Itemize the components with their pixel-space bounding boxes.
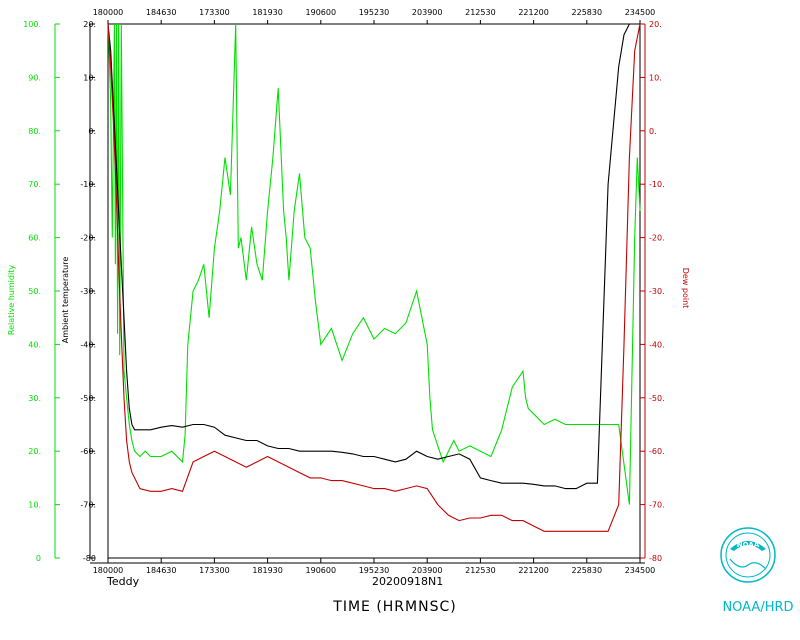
axes — [54, 20, 646, 564]
x-axis-title: TIME (HRMNSC) — [332, 599, 456, 615]
rh-tick-label: 10. — [28, 501, 41, 510]
dewpoint-tick-label: 20. — [649, 20, 662, 29]
temperature-series-line — [107, 23, 640, 490]
rh-tick-label: 20. — [28, 447, 41, 456]
temperature-tick-label: -80 — [83, 554, 96, 563]
rh-tick-label: 40. — [28, 340, 41, 349]
noaa-hrd-label: NOAA/HRD — [722, 600, 793, 615]
series-group — [107, 23, 641, 532]
x-tick-label-top: 173300 — [199, 8, 230, 17]
x-tick-label-bottom: 225830 — [572, 566, 603, 575]
x-tick-label-top: 184630 — [146, 8, 177, 17]
temperature-tick-label: -70. — [80, 501, 96, 510]
x-tick-label-top: 234500 — [625, 8, 656, 17]
noaa-logo-text: NOAA — [737, 541, 760, 549]
dewpoint-tick-label: -60. — [649, 447, 665, 456]
temperature-tick-label: -60. — [80, 447, 96, 456]
rh-tick-label: 0 — [36, 554, 41, 563]
x-tick-label-top: 180000 — [93, 8, 124, 17]
rh-tick-label: 60. — [28, 234, 41, 243]
x-tick-label-bottom: 173300 — [199, 566, 230, 575]
x-tick-label-top: 195230 — [359, 8, 390, 17]
rh-tick-label: 50. — [28, 287, 41, 296]
temperature-tick-label: 10. — [83, 73, 96, 82]
dewpoint-axis-title: Dew point — [681, 268, 690, 309]
dewpoint-tick-label: -80 — [649, 554, 662, 563]
x-tick-label-top: 221200 — [518, 8, 549, 17]
dewpoint-tick-label: -40. — [649, 340, 665, 349]
temperature-tick-label: 0. — [88, 127, 96, 136]
x-tick-label-bottom: 195230 — [359, 566, 390, 575]
storm-name: Teddy — [106, 575, 140, 588]
temperature-tick-label: -20. — [80, 234, 96, 243]
x-tick-label-bottom: 221200 — [518, 566, 549, 575]
rh-tick-label: 30. — [28, 394, 41, 403]
temperature-tick-label: -50. — [80, 394, 96, 403]
tick-labels: 0 -80 -80 10. -70. -70. 20. -60. -60. 30. -50. -50.… — [23, 8, 664, 575]
noaa-bird-icon — [730, 541, 766, 551]
dewpoint-tick-label: 0. — [649, 127, 657, 136]
dewpoint-tick-label: -50. — [649, 394, 665, 403]
rh-series-line — [107, 23, 641, 505]
rh-tick-label: 80. — [28, 127, 41, 136]
dewpoint-tick-label: -30. — [649, 287, 665, 296]
dewpoint-series-line — [107, 23, 641, 532]
x-tick-label-top: 225830 — [572, 8, 603, 17]
x-tick-label-top: 212530 — [465, 8, 496, 17]
rh-tick-label: 70. — [28, 180, 41, 189]
x-tick-label-bottom: 203900 — [412, 566, 443, 575]
x-tick-label-top: 181930 — [252, 8, 283, 17]
temperature-axis-title: Ambient temperature — [61, 257, 70, 344]
rh-tick-label: 90. — [28, 73, 41, 82]
dewpoint-tick-label: 10. — [649, 73, 662, 82]
wave-icon — [729, 558, 767, 570]
x-tick-label-bottom: 190600 — [306, 566, 337, 575]
temperature-tick-label: 20. — [83, 20, 96, 29]
x-tick-label-bottom: 212530 — [465, 566, 496, 575]
temperature-tick-label: -40. — [80, 340, 96, 349]
temperature-tick-label: -30. — [80, 287, 96, 296]
x-tick-label-bottom: 180000 — [93, 566, 124, 575]
noaa-logo: NOAA — [720, 527, 776, 583]
x-tick-label-bottom: 181930 — [252, 566, 283, 575]
flight-id: 20200918N1 — [372, 575, 443, 588]
dewpoint-tick-label: -70. — [649, 501, 665, 510]
temperature-tick-label: -10. — [80, 180, 96, 189]
dewpoint-tick-label: -20. — [649, 234, 665, 243]
x-tick-label-top: 190600 — [306, 8, 337, 17]
x-tick-label-top: 203900 — [412, 8, 443, 17]
x-tick-label-bottom: 184630 — [146, 566, 177, 575]
x-tick-label-bottom: 234500 — [625, 566, 656, 575]
rh-tick-label: 100. — [23, 20, 41, 29]
dewpoint-tick-label: -10. — [649, 180, 665, 189]
rh-axis-title: Relative humidity — [7, 265, 16, 335]
